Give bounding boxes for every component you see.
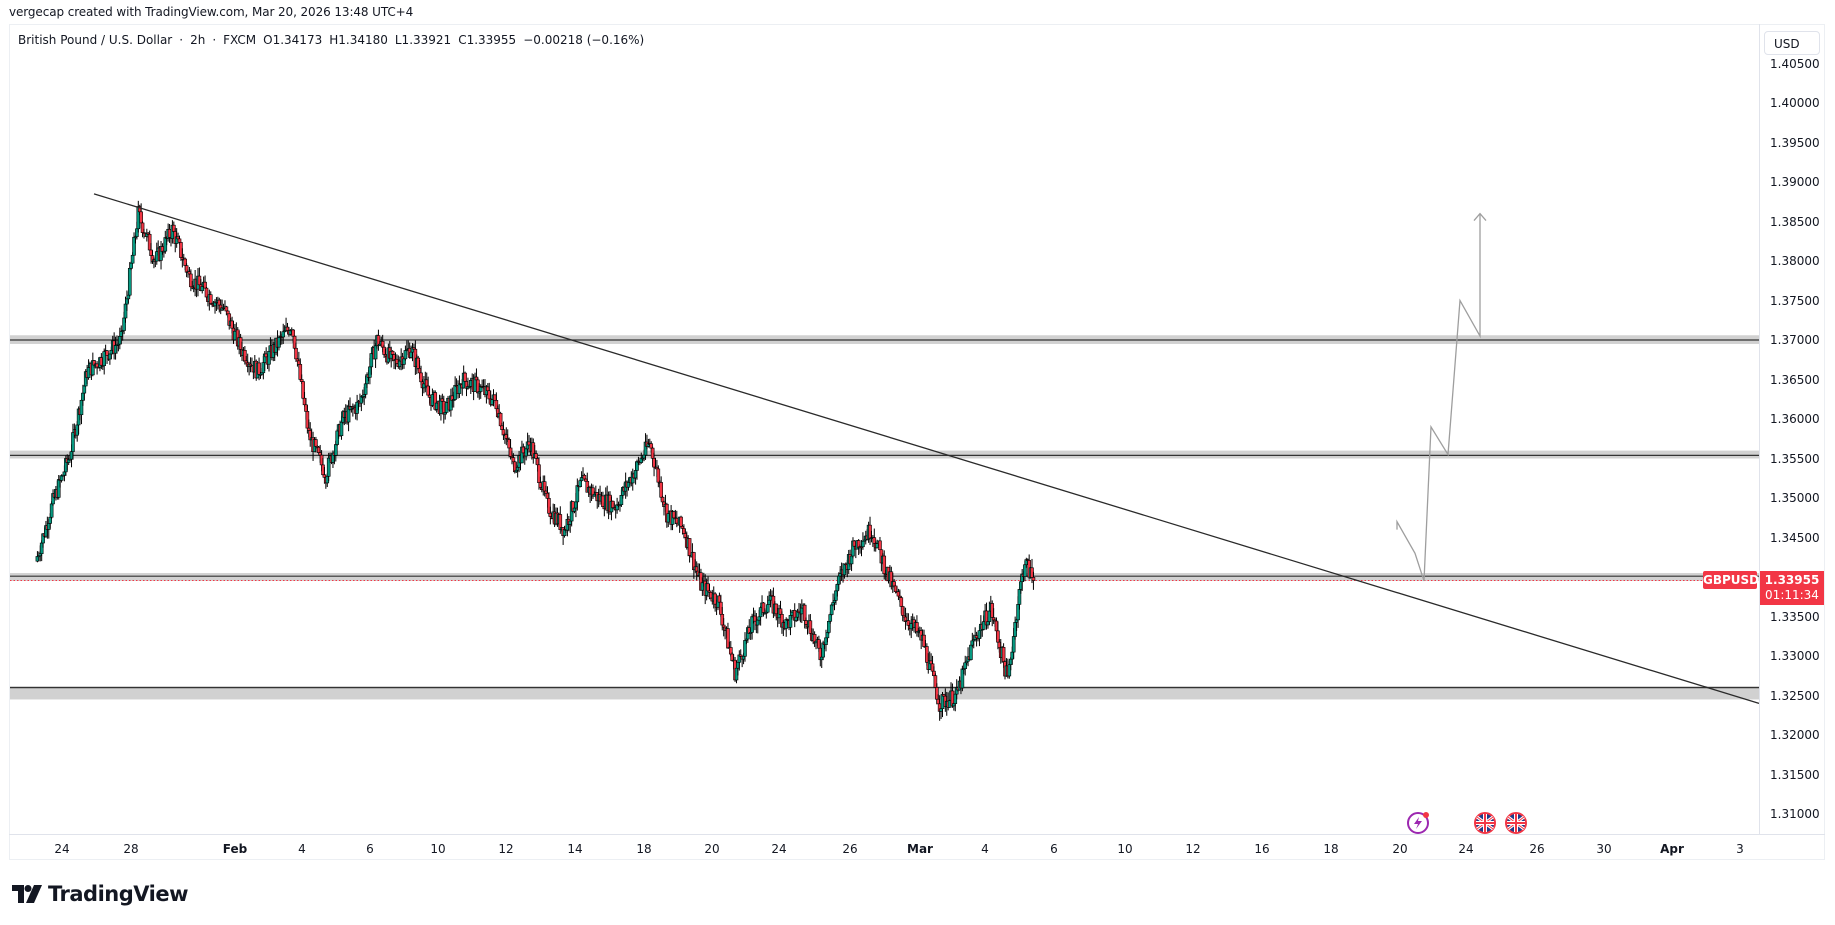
lightning-event-icon[interactable] xyxy=(1407,812,1429,834)
sr-zone[interactable] xyxy=(10,450,1759,459)
tradingview-logo-icon xyxy=(12,885,42,903)
ohlc-change: −0.00218 (−0.16%) xyxy=(523,33,645,47)
last-price: 1.33955 xyxy=(1764,573,1820,587)
price-tick: 1.40000 xyxy=(1770,96,1820,110)
lightning-icon xyxy=(1414,817,1422,829)
time-tick: 28 xyxy=(123,842,139,856)
price-tick: 1.35500 xyxy=(1770,451,1820,466)
price-tick: 1.32500 xyxy=(1770,688,1820,703)
time-tick: 20 xyxy=(704,842,720,856)
ohlc-open: O1.34173 xyxy=(263,33,323,47)
time-tick: 10 xyxy=(430,842,446,856)
price-tick: 1.37500 xyxy=(1770,293,1820,308)
ohlc-low: L1.33921 xyxy=(394,33,452,47)
time-tick: 26 xyxy=(842,842,858,856)
time-tick: 12 xyxy=(1185,842,1201,856)
price-tick: 1.39000 xyxy=(1770,175,1820,189)
time-tick: Feb xyxy=(222,842,248,856)
time-tick: 3 xyxy=(1736,842,1744,856)
last-price-tag: 1.33955 01:11:34 xyxy=(1760,571,1824,605)
time-tick: 12 xyxy=(498,842,514,856)
price-tick: 1.39500 xyxy=(1770,135,1820,150)
ohlc-high: H1.34180 xyxy=(329,33,388,47)
time-tick: 20 xyxy=(1392,842,1408,856)
time-tick: 6 xyxy=(1050,842,1058,856)
time-tick: Apr xyxy=(1660,842,1684,856)
price-tick: 1.40500 xyxy=(1770,56,1820,71)
symbol-legend: British Pound / U.S. Dollar · 2h · FXCM O1.34… xyxy=(18,33,651,47)
logo-text: TradingView xyxy=(48,882,188,906)
descending-trendline[interactable] xyxy=(93,193,1760,705)
time-tick: 24 xyxy=(1458,842,1474,856)
price-tick: 1.32000 xyxy=(1770,728,1820,742)
time-axis[interactable] xyxy=(9,834,1825,860)
notification-dot xyxy=(1423,812,1429,818)
price-tick: 1.31500 xyxy=(1770,767,1820,782)
time-tick: 4 xyxy=(981,842,989,856)
symbol-price-tag: GBPUSD xyxy=(1703,571,1760,589)
price-tick: 1.33500 xyxy=(1770,609,1820,624)
time-tick: 18 xyxy=(1323,842,1339,856)
arrow-up-icon xyxy=(1473,212,1487,222)
ohlc-close: C1.33955 xyxy=(458,33,517,47)
price-tick: 1.35000 xyxy=(1770,491,1820,505)
price-tick: 1.31000 xyxy=(1770,807,1820,821)
price-tick: 1.36000 xyxy=(1770,412,1820,426)
bar-countdown: 01:11:34 xyxy=(1765,588,1819,602)
price-tick: 1.34500 xyxy=(1770,530,1820,545)
time-tick: 18 xyxy=(636,842,652,856)
price-tick: 1.38000 xyxy=(1770,254,1820,268)
time-tick: 10 xyxy=(1117,842,1133,856)
price-tick: 1.38500 xyxy=(1770,214,1820,229)
time-tick: 30 xyxy=(1596,842,1612,856)
exchange: FXCM xyxy=(223,33,257,47)
price-tick: 1.37000 xyxy=(1770,333,1820,347)
symbol-name[interactable]: British Pound / U.S. Dollar xyxy=(18,33,173,47)
price-tick: 1.33000 xyxy=(1770,649,1820,663)
tradingview-logo[interactable]: TradingView xyxy=(12,882,188,906)
time-tick: 4 xyxy=(298,842,306,856)
price-axis[interactable] xyxy=(1759,24,1825,834)
chart-credit: vergecap created with TradingView.com, M… xyxy=(9,5,414,19)
uk-flag-event-icon[interactable] xyxy=(1474,812,1496,834)
time-tick: Mar xyxy=(907,842,933,856)
legend-sep: · xyxy=(212,33,217,47)
time-tick: 6 xyxy=(366,842,374,856)
projection-path[interactable] xyxy=(1396,213,1481,582)
legend-sep: · xyxy=(179,33,184,47)
currency-button[interactable]: USD xyxy=(1764,31,1820,55)
chart-frame xyxy=(9,24,1825,860)
interval[interactable]: 2h xyxy=(190,33,206,47)
time-tick: 16 xyxy=(1254,842,1270,856)
time-tick: 26 xyxy=(1529,842,1545,856)
candles xyxy=(35,200,1036,721)
price-tick: 1.36500 xyxy=(1770,372,1820,387)
time-tick: 24 xyxy=(54,842,70,856)
uk-flag-icon xyxy=(1505,812,1527,834)
time-tick: 14 xyxy=(567,842,583,856)
uk-flag-event-icon[interactable] xyxy=(1505,812,1527,834)
sr-zone[interactable] xyxy=(10,686,1759,700)
uk-flag-icon xyxy=(1474,812,1496,834)
time-tick: 24 xyxy=(771,842,787,856)
